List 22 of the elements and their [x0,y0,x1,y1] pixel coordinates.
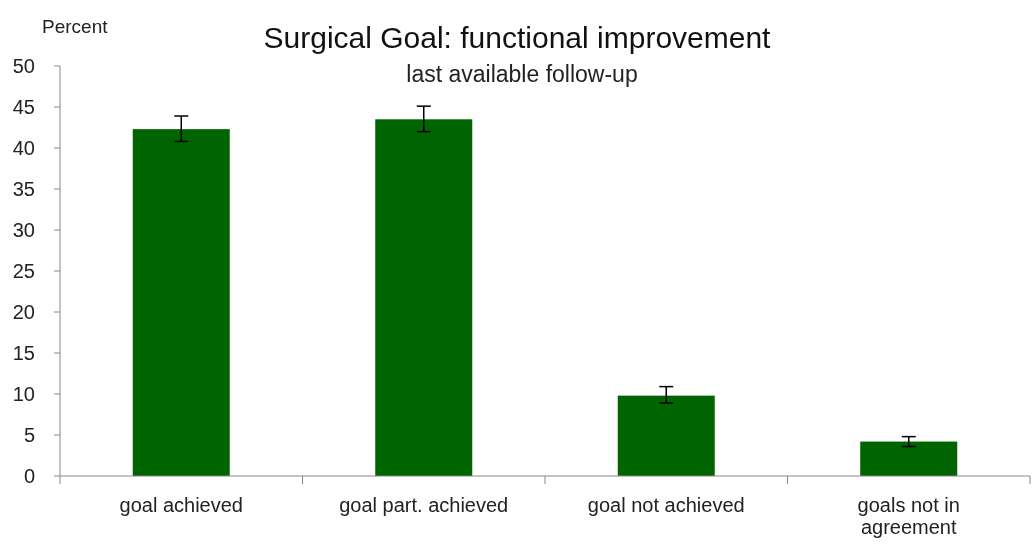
y-tick-label: 5 [23,424,35,446]
bar [617,395,715,476]
bar [132,129,230,476]
y-tick-label: 15 [12,342,35,364]
y-tick-label: 35 [12,178,35,200]
y-tick-label: 45 [12,96,35,118]
chart-subtitle: last available follow-up [406,61,638,87]
y-axis-title: Percent [42,16,109,37]
x-tick-label: goal part. achieved [339,494,509,516]
bar [375,119,473,476]
x-tick-label: goals not in agreement [857,494,960,538]
y-tick-label: 10 [12,383,35,405]
y-tick-label: 40 [12,137,35,159]
y-tick-label: 20 [12,301,35,323]
y-tick-label: 50 [12,55,35,77]
chart-title: Surgical Goal: functional improvement [263,21,772,54]
x-tick-label: goal achieved [119,494,243,516]
y-tick-label: 0 [23,465,35,487]
x-tick-label: goal not achieved [587,494,745,516]
y-tick-label: 30 [12,219,35,241]
bar [860,441,958,476]
y-tick-label: 25 [12,260,35,282]
